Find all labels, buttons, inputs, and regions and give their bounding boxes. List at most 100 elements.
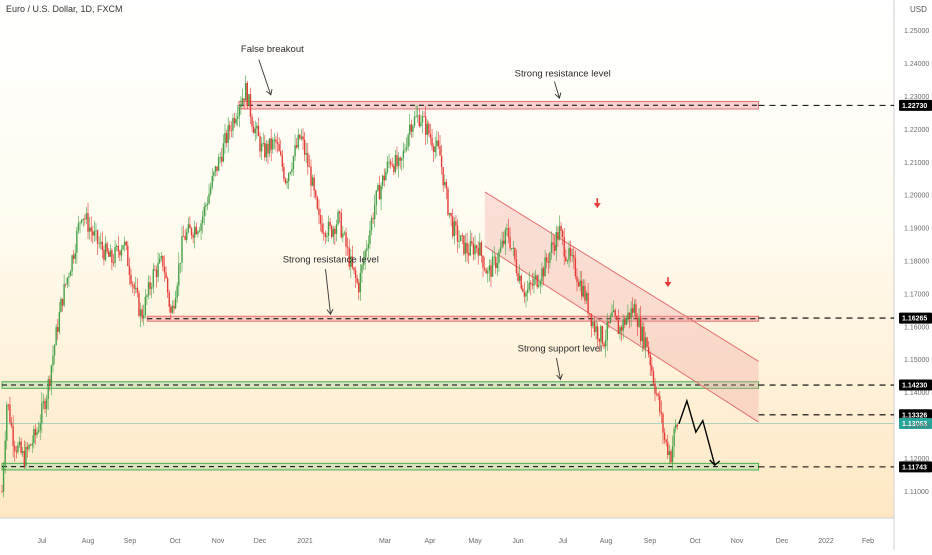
candle-body	[584, 285, 586, 301]
candle-body	[85, 213, 88, 220]
annotation-2: Strong resistance level	[283, 255, 379, 266]
candle-body	[87, 213, 89, 232]
annotation-1: Strong resistance level	[515, 69, 611, 80]
candle-body	[240, 104, 242, 108]
candle-body	[280, 151, 282, 155]
candle-body	[533, 278, 535, 286]
candle-body	[388, 161, 390, 163]
y-tick-7: 1.18000	[904, 259, 929, 266]
candle-body	[37, 430, 40, 433]
candle-body	[506, 228, 508, 230]
candle-body	[370, 218, 373, 231]
candle-body	[276, 142, 279, 145]
candle-body	[483, 267, 486, 270]
candle-body	[292, 156, 295, 170]
candle-body	[550, 242, 553, 253]
candle-body	[646, 337, 648, 348]
candle-body	[373, 205, 376, 220]
candle-body	[313, 177, 315, 191]
candle-body	[119, 251, 121, 256]
plot-background	[0, 0, 894, 518]
y-tick-14: 1.11000	[904, 489, 929, 496]
candle-body	[568, 248, 570, 261]
candle-body	[436, 140, 438, 147]
candle-body	[158, 258, 161, 263]
candle-body	[104, 243, 107, 260]
candle-body	[98, 243, 100, 245]
candle-body	[133, 284, 135, 289]
candle-body	[307, 153, 309, 167]
candle-body	[495, 256, 497, 269]
y-tick-3: 1.22000	[904, 127, 929, 134]
candle-body	[39, 423, 41, 431]
candle-body	[467, 253, 470, 256]
y-tick-12: 1.13000	[904, 423, 929, 430]
annotations-layer: False breakout Strong resistance level Str…	[241, 44, 672, 381]
candle-body	[90, 227, 92, 232]
candle-body	[28, 444, 30, 450]
candle-body	[201, 216, 204, 224]
candle-body	[359, 272, 362, 293]
candle-body	[593, 321, 596, 333]
candle-body	[455, 221, 457, 226]
candle-body	[166, 278, 169, 293]
candle-body	[444, 181, 446, 186]
candle-body	[44, 401, 46, 410]
candle-body	[423, 116, 425, 117]
candle-body	[224, 133, 226, 144]
candle-body	[665, 439, 667, 443]
candle-body	[49, 379, 51, 384]
candle-body	[42, 401, 45, 404]
candle-body	[488, 265, 491, 271]
candle-body	[194, 226, 196, 238]
candle-body	[401, 158, 403, 161]
candle-body	[509, 237, 511, 249]
candle-body	[611, 312, 613, 316]
candle-body	[638, 317, 640, 327]
candle-body	[499, 247, 502, 252]
candle-body	[138, 292, 140, 316]
candle-body	[147, 282, 150, 296]
candle-body	[622, 319, 624, 331]
candle-body	[165, 272, 167, 279]
candle-body	[547, 261, 550, 263]
candle-body	[410, 124, 413, 132]
candle-body	[61, 298, 64, 306]
x-tick-18: Feb	[862, 538, 874, 545]
candle-body	[596, 326, 599, 339]
candle-body	[275, 139, 277, 143]
candle-body	[496, 263, 499, 269]
candle-body	[69, 271, 72, 277]
candle-body	[412, 125, 414, 132]
candle-body	[592, 321, 594, 327]
candle-body	[577, 282, 580, 287]
candle-body	[501, 240, 503, 248]
candle-body	[553, 244, 556, 251]
candle-body	[173, 305, 175, 309]
candle-body	[643, 326, 645, 348]
candle-body	[127, 245, 129, 267]
candle-body	[135, 287, 137, 289]
pointer-head-1	[554, 92, 562, 99]
candle-body	[34, 429, 37, 436]
candle-body	[50, 365, 53, 384]
candle-body	[109, 250, 112, 257]
candle-body	[450, 212, 452, 217]
projection-arrowhead	[709, 459, 721, 466]
x-tick-7: Mar	[379, 538, 392, 545]
candle-body	[456, 225, 459, 242]
candle-body	[617, 320, 620, 335]
candle-body	[652, 371, 655, 384]
candle-body	[125, 241, 127, 246]
projection-layer	[678, 398, 721, 466]
levels-layer: 1.22730 1.16265 1.14230 1.13326 1.13063 1.117…	[0, 99, 932, 473]
candle-body	[424, 116, 427, 135]
candle-body	[101, 241, 104, 250]
price-tag-label-2: 1.14230	[902, 383, 927, 390]
candle-body	[544, 257, 546, 277]
candle-body	[72, 255, 75, 259]
candle-body	[273, 139, 276, 141]
candle-body	[200, 223, 202, 231]
candle-body	[369, 230, 371, 245]
